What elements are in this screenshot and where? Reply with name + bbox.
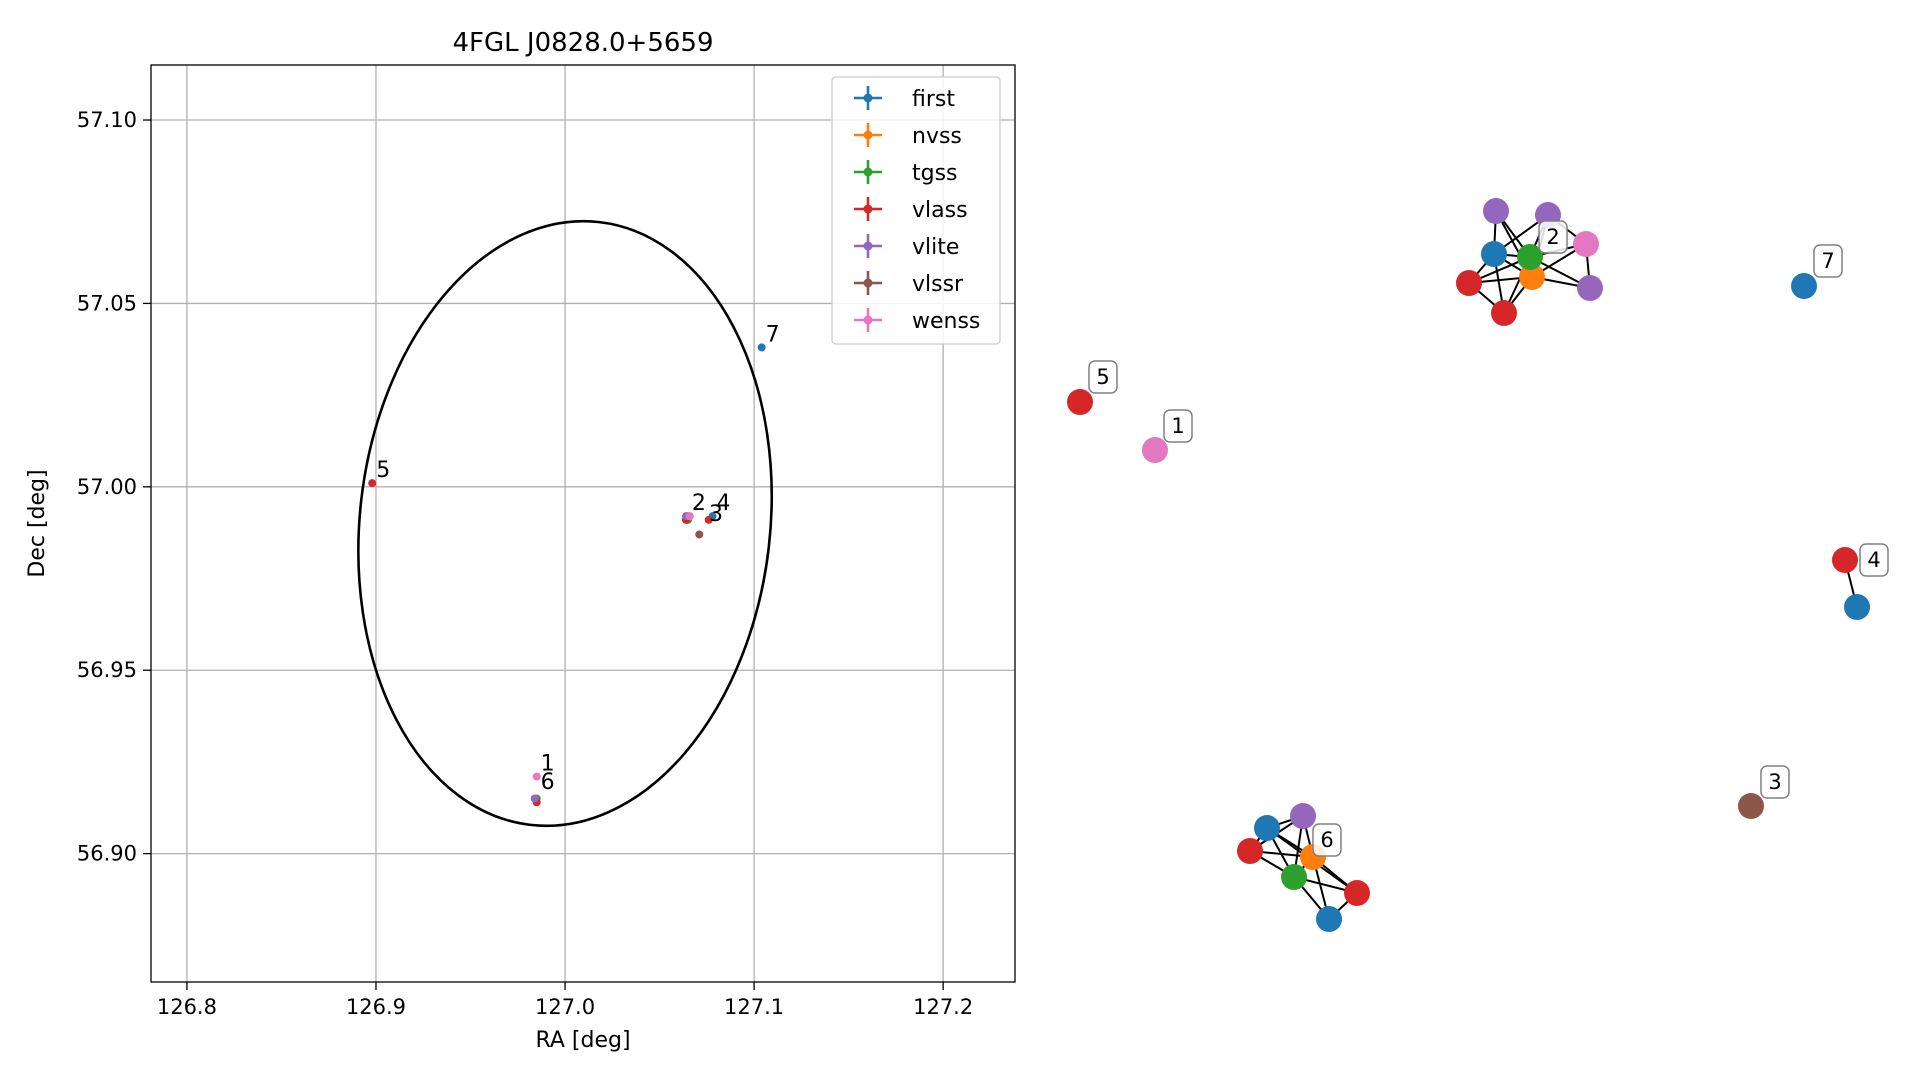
network-label: 4 bbox=[1867, 548, 1880, 572]
network-node-vlass bbox=[1237, 838, 1263, 864]
network-node-vlass bbox=[1832, 547, 1858, 573]
x-tick-label: 127.0 bbox=[535, 995, 595, 1019]
network-label-box bbox=[1088, 360, 1118, 394]
network-label: 3 bbox=[1768, 770, 1781, 794]
legend-marker-dot bbox=[863, 204, 873, 214]
network-node-vlass bbox=[1456, 270, 1482, 296]
network-node-tgss bbox=[1281, 864, 1307, 890]
network-label: 5 bbox=[1096, 365, 1109, 389]
error-ellipse-layer bbox=[357, 219, 774, 828]
legend-box bbox=[831, 76, 1001, 345]
y-tick-label: 57.10 bbox=[77, 108, 137, 132]
network-node-wenss bbox=[1142, 437, 1168, 463]
point-annotation: 6 bbox=[541, 770, 555, 795]
axis-ticks: 126.8 126.9 127.0 127.1 127.2 56.90 56.95 57.00… bbox=[77, 108, 973, 1019]
network-node-vlite bbox=[1290, 803, 1316, 829]
chart-title: 4FGL J0828.0+5659 bbox=[453, 28, 714, 58]
network-node-first bbox=[1254, 815, 1280, 841]
point-vlssr bbox=[695, 530, 704, 539]
legend-label-vlass: vlass bbox=[912, 198, 968, 223]
network-labels: 1 2 3 4 5 6 7 bbox=[1088, 220, 1889, 857]
y-tick-label: 57.00 bbox=[77, 475, 137, 499]
network-node-first bbox=[1481, 241, 1507, 267]
legend-marker-dot bbox=[863, 130, 873, 140]
legend-marker-dot bbox=[863, 93, 873, 103]
network-node-vlass bbox=[1067, 389, 1093, 415]
network-label: 1 bbox=[1171, 414, 1184, 438]
point-first bbox=[757, 343, 766, 352]
point-vlass bbox=[368, 479, 377, 488]
network-label-box bbox=[1859, 543, 1889, 577]
x-tick-label: 126.8 bbox=[157, 995, 217, 1019]
y-tick-label: 56.95 bbox=[77, 658, 137, 682]
y-axis-label: Dec [deg] bbox=[25, 469, 50, 577]
legend-marker-dot bbox=[863, 241, 873, 251]
y-tick-label: 57.05 bbox=[77, 291, 137, 315]
point-annotations: 1 2 34 5 6 7 bbox=[376, 322, 779, 794]
network-node-first bbox=[1791, 273, 1817, 299]
network-node-wenss bbox=[1573, 231, 1599, 257]
network-node-tgss bbox=[1517, 244, 1543, 270]
network-panel: 1 2 3 4 5 6 7 bbox=[1067, 198, 1889, 932]
network-node-first bbox=[1316, 906, 1342, 932]
legend-label-tgss: tgss bbox=[912, 161, 958, 186]
point-annotation: 2 bbox=[692, 491, 706, 516]
point-vlass bbox=[704, 515, 713, 524]
plot-frame bbox=[150, 64, 1016, 983]
network-node-vlssr bbox=[1738, 793, 1764, 819]
error-ellipse bbox=[357, 219, 774, 828]
point-wenss bbox=[685, 512, 694, 521]
legend-label-first: first bbox=[912, 87, 955, 112]
legend-marker-dot bbox=[863, 278, 873, 288]
x-tick-label: 126.9 bbox=[346, 995, 406, 1019]
point-annotation: 5 bbox=[376, 458, 390, 483]
network-node-nvss bbox=[1519, 264, 1545, 290]
network-label-box bbox=[1813, 244, 1843, 278]
network-label-box bbox=[1163, 409, 1193, 443]
network-node-vlass bbox=[1344, 880, 1370, 906]
legend-marker-dot bbox=[863, 167, 873, 177]
network-node-first bbox=[1844, 594, 1870, 620]
network-label: 6 bbox=[1320, 828, 1333, 852]
x-tick-label: 127.2 bbox=[913, 995, 973, 1019]
network-label-box bbox=[1760, 765, 1790, 799]
network-label: 2 bbox=[1546, 225, 1559, 249]
point-annotation: 4 bbox=[717, 491, 731, 516]
network-node-vlite bbox=[1577, 275, 1603, 301]
point-annotation: 7 bbox=[766, 322, 780, 347]
y-tick-label: 56.90 bbox=[77, 842, 137, 866]
legend-label-vlite: vlite bbox=[912, 235, 959, 260]
legend-label-wenss: wenss bbox=[912, 309, 980, 334]
network-label-box bbox=[1538, 220, 1568, 254]
scatter-panel: 4FGL J0828.0+5659 1 2 34 5 6 7 126.8 126.9 127.… bbox=[25, 28, 1016, 1053]
legend: first nvss tgss vlass vlite vlssr wenss bbox=[831, 76, 1001, 345]
point-wenss bbox=[532, 772, 541, 781]
data-points bbox=[368, 343, 766, 807]
x-tick-label: 127.1 bbox=[724, 995, 784, 1019]
network-node-vlite bbox=[1483, 198, 1509, 224]
network-label: 7 bbox=[1821, 249, 1834, 273]
point-annotation: 1 bbox=[541, 752, 555, 777]
legend-label-nvss: nvss bbox=[912, 124, 962, 149]
point-annotation: 3 bbox=[709, 502, 723, 527]
point-vlite bbox=[530, 794, 539, 803]
network-label-box bbox=[1312, 823, 1342, 857]
network-node-vlass bbox=[1491, 300, 1517, 326]
legend-marker-dot bbox=[863, 315, 873, 325]
legend-label-vlssr: vlssr bbox=[912, 272, 964, 297]
x-axis-label: RA [deg] bbox=[535, 1028, 630, 1053]
